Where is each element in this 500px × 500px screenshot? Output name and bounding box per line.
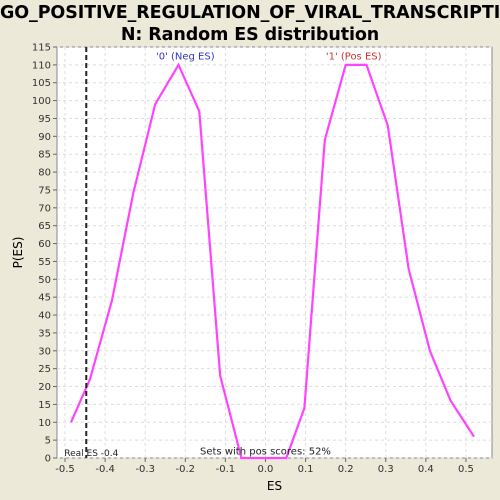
y-tick-label: 85 xyxy=(38,150,51,161)
y-tick-label: 100 xyxy=(32,96,51,107)
y-tick-label: 65 xyxy=(38,221,51,232)
x-axis: -0.5 -0.4 -0.3 -0.2 -0.1 0.0 0.1 0.2 0.3 0.4 0.5 xyxy=(55,458,474,475)
chart-title-line-1: GO_POSITIVE_REGULATION_OF_VIRAL_TRANSCRI… xyxy=(0,3,500,23)
x-tick-label: -0.2 xyxy=(176,464,196,475)
y-tick-label: 75 xyxy=(38,185,51,196)
y-tick-label: 60 xyxy=(38,239,51,250)
y-tick-label: 115 xyxy=(32,43,51,54)
y-tick-label: 110 xyxy=(32,60,51,71)
y-tick-label: 25 xyxy=(38,364,51,375)
chart-title-line-2: N: Random ES distribution xyxy=(120,25,380,45)
es-distribution-line xyxy=(69,62,475,460)
y-tick-label: 105 xyxy=(32,78,51,89)
y-tick-label: 55 xyxy=(38,257,51,268)
x-tick-label: 0.3 xyxy=(378,464,394,475)
y-tick-label: 15 xyxy=(38,400,51,411)
y-tick-label: 10 xyxy=(38,418,51,429)
plot-area xyxy=(56,46,493,459)
chart-annotation: '1' (Pos ES) xyxy=(326,52,382,63)
x-tick-label: -0.5 xyxy=(55,464,75,475)
y-tick-label: 0 xyxy=(45,454,51,465)
y-tick-label: 70 xyxy=(38,203,51,214)
y-tick-label: 95 xyxy=(38,114,51,125)
x-tick-label: 0.0 xyxy=(258,464,274,475)
grid-lines xyxy=(57,46,492,459)
x-tick-label: -0.4 xyxy=(95,464,115,475)
y-tick-label: 30 xyxy=(38,346,51,357)
x-axis-label: ES xyxy=(267,479,282,493)
x-tick-label: 0.2 xyxy=(338,464,354,475)
y-axis-label: P(ES) xyxy=(11,237,25,269)
y-axis: 0 5 10 15 20 25 30 35 40 45 50 55 60 65 70 75 80 85 90 95 10… xyxy=(32,43,57,465)
chart-annotation: Sets with pos scores: 52% xyxy=(200,446,331,457)
y-tick-label: 45 xyxy=(38,293,51,304)
x-tick-label: 0.1 xyxy=(298,464,314,475)
x-tick-label: -0.3 xyxy=(135,464,155,475)
y-tick-label: 5 xyxy=(45,436,51,447)
y-tick-label: 90 xyxy=(38,132,51,143)
y-tick-label: 80 xyxy=(38,168,51,179)
x-tick-label: 0.4 xyxy=(418,464,434,475)
y-tick-label: 20 xyxy=(38,382,51,393)
x-tick-label: 0.5 xyxy=(458,464,474,475)
x-tick-label: -0.1 xyxy=(216,464,236,475)
y-tick-label: 50 xyxy=(38,275,51,286)
y-tick-label: 40 xyxy=(38,311,51,322)
y-tick-label: 35 xyxy=(38,328,51,339)
chart-annotation: '0' (Neg ES) xyxy=(156,52,215,63)
real-es-label: Real ES -0.4 xyxy=(64,449,118,459)
chart-marks: Real ES -0.4 '0' (Neg ES) '1' (Pos ES) Sets… xyxy=(64,47,475,460)
